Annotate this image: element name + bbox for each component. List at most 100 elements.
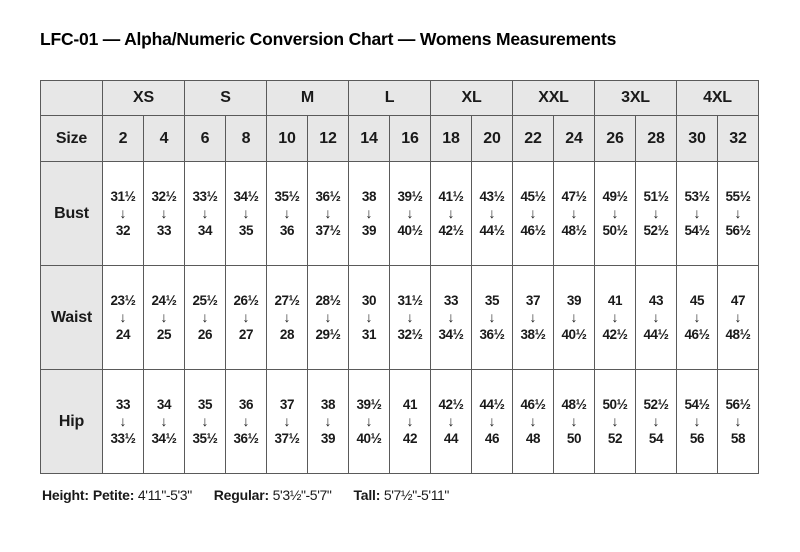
numeric-size-cell: 30 [676,115,718,162]
down-arrow-icon: ↓ [529,413,537,429]
range-to-value: 42 [402,431,418,446]
range-to-value: 36 [279,223,295,238]
down-arrow-icon: ↓ [365,309,373,325]
range-to-value: 46½ [684,327,710,342]
tall-label: Tall: [353,487,381,503]
down-arrow-icon: ↓ [529,205,537,221]
measurement-cell: 39½ ↓ 40½ [348,369,390,474]
range-from-value: 52½ [643,397,669,412]
down-arrow-icon: ↓ [652,205,660,221]
range-to-value: 39 [361,223,377,238]
numeric-size-row: Size 2 4 6 8 10 12 14 16 18 20 22 24 26 28 30 32 [40,115,759,162]
range-from-value: 55½ [725,189,751,204]
range-from-value: 41 [607,293,623,308]
range-to-value: 54½ [684,223,710,238]
range-from-value: 44½ [479,397,505,412]
range-to-value: 48 [525,431,541,446]
down-arrow-icon: ↓ [406,413,414,429]
measurement-cell: 43 ↓ 44½ [635,265,677,370]
range-from-value: 45½ [520,189,546,204]
down-arrow-icon: ↓ [160,309,168,325]
range-to-value: 52 [607,431,623,446]
range-from-value: 37 [279,397,295,412]
down-arrow-icon: ↓ [160,413,168,429]
range-from-value: 31½ [397,293,423,308]
down-arrow-icon: ↓ [611,205,619,221]
range-from-value: 41½ [438,189,464,204]
measurement-cell: 44½ ↓ 46 [471,369,513,474]
range-to-value: 56½ [725,223,751,238]
measurement-cell: 48½ ↓ 50 [553,369,595,474]
size-row-label: Size [40,115,103,162]
measurement-cell: 37 ↓ 37½ [266,369,308,474]
height-entry-tall: Tall: 5'7½"-5'11" [353,487,449,503]
petite-label: Petite: [92,487,135,503]
measurement-cell: 53½ ↓ 54½ [676,161,718,266]
range-from-value: 51½ [643,189,669,204]
down-arrow-icon: ↓ [201,205,209,221]
measurement-cell: 52½ ↓ 54 [635,369,677,474]
range-to-value: 52½ [643,223,669,238]
down-arrow-icon: ↓ [570,413,578,429]
down-arrow-icon: ↓ [447,309,455,325]
range-to-value: 27 [238,327,254,342]
range-to-value: 54 [648,431,664,446]
alpha-size-header: XXL [512,80,595,116]
measurement-cell: 33½ ↓ 34 [184,161,226,266]
measurement-cell: 32½ ↓ 33 [143,161,185,266]
range-to-value: 58 [730,431,746,446]
measurement-cell: 51½ ↓ 52½ [635,161,677,266]
range-to-value: 40½ [561,327,587,342]
range-to-value: 25 [156,327,172,342]
range-to-value: 35½ [192,431,218,446]
measurement-cell: 31½ ↓ 32½ [389,265,431,370]
down-arrow-icon: ↓ [365,205,373,221]
measurement-cell: 35 ↓ 35½ [184,369,226,474]
measurement-cell: 45½ ↓ 46½ [512,161,554,266]
measurement-cell: 35½ ↓ 36 [266,161,308,266]
range-from-value: 36½ [315,189,341,204]
range-from-value: 48½ [561,397,587,412]
range-from-value: 49½ [602,189,628,204]
range-from-value: 50½ [602,397,628,412]
range-from-value: 38 [320,397,336,412]
numeric-size-cell: 2 [102,115,144,162]
measurement-cell: 50½ ↓ 52 [594,369,636,474]
measurement-cell: 41½ ↓ 42½ [430,161,472,266]
range-to-value: 33½ [110,431,136,446]
measurement-cell: 28½ ↓ 29½ [307,265,349,370]
measurement-cell: 23½ ↓ 24 [102,265,144,370]
measurement-cell: 34 ↓ 34½ [143,369,185,474]
range-from-value: 33 [443,293,459,308]
measurement-cell: 26½ ↓ 27 [225,265,267,370]
range-from-value: 35 [484,293,500,308]
range-from-value: 39 [566,293,582,308]
corner-cell [40,80,103,116]
down-arrow-icon: ↓ [734,309,742,325]
down-arrow-icon: ↓ [201,309,209,325]
range-from-value: 33½ [192,189,218,204]
range-from-value: 36 [238,397,254,412]
range-to-value: 48½ [725,327,751,342]
measurement-cell: 47½ ↓ 48½ [553,161,595,266]
numeric-size-cell: 16 [389,115,431,162]
measurement-cell: 36 ↓ 36½ [225,369,267,474]
range-from-value: 46½ [520,397,546,412]
numeric-size-cell: 8 [225,115,267,162]
measurement-cell: 42½ ↓ 44 [430,369,472,474]
range-from-value: 35 [197,397,213,412]
range-to-value: 40½ [356,431,382,446]
conversion-table: XS S M L XL XXL 3XL 4XL Size 2 4 6 8 10 12 14 16 18 20 22 24… [40,80,759,474]
down-arrow-icon: ↓ [611,309,619,325]
range-to-value: 35 [238,223,254,238]
numeric-size-cell: 12 [307,115,349,162]
range-from-value: 42½ [438,397,464,412]
range-from-value: 28½ [315,293,341,308]
range-from-value: 43½ [479,189,505,204]
alpha-size-header: 3XL [594,80,677,116]
numeric-size-cell: 26 [594,115,636,162]
measurement-row-label: Bust [40,161,103,266]
range-from-value: 39½ [356,397,382,412]
range-to-value: 42½ [438,223,464,238]
range-to-value: 38½ [520,327,546,342]
